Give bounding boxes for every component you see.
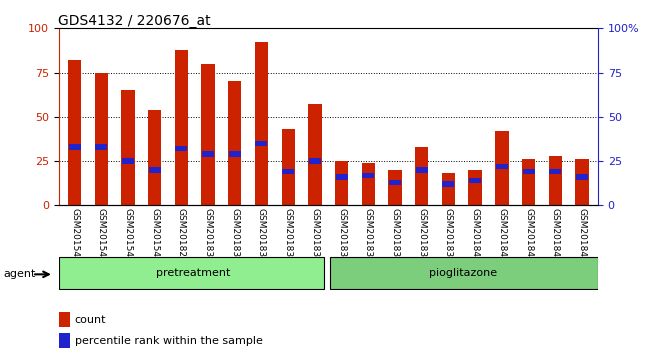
Text: GSM201843: GSM201843 — [551, 208, 560, 263]
Text: GSM201543: GSM201543 — [97, 208, 106, 263]
Text: GSM201840: GSM201840 — [471, 208, 480, 263]
Bar — [443, 181, 454, 187]
Bar — [228, 81, 241, 205]
Bar — [282, 169, 294, 175]
Bar — [94, 73, 108, 205]
Text: GSM201844: GSM201844 — [577, 208, 586, 262]
Text: GSM201838: GSM201838 — [417, 208, 426, 263]
Text: GDS4132 / 220676_at: GDS4132 / 220676_at — [58, 14, 211, 28]
Bar — [229, 152, 240, 156]
Bar — [255, 141, 268, 146]
Text: GSM201832: GSM201832 — [257, 208, 266, 263]
Bar — [415, 147, 428, 205]
Bar — [575, 159, 589, 205]
Text: GSM201842: GSM201842 — [524, 208, 533, 262]
Text: GSM201836: GSM201836 — [364, 208, 373, 263]
Text: GSM201833: GSM201833 — [283, 208, 292, 263]
Bar — [68, 144, 81, 149]
Bar — [122, 159, 134, 164]
Bar — [58, 333, 70, 348]
Bar — [469, 178, 481, 183]
Bar — [68, 60, 81, 205]
Bar — [549, 169, 562, 175]
Bar — [496, 164, 508, 169]
Bar — [335, 175, 348, 180]
Bar — [148, 110, 161, 205]
Bar — [175, 50, 188, 205]
Bar — [149, 167, 161, 172]
Text: GSM201831: GSM201831 — [230, 208, 239, 263]
Text: pretreatment: pretreatment — [156, 268, 231, 278]
Text: GSM201837: GSM201837 — [391, 208, 400, 263]
Bar — [389, 180, 401, 185]
Text: agent: agent — [3, 269, 36, 279]
Bar — [361, 163, 375, 205]
Text: pioglitazone: pioglitazone — [429, 268, 497, 278]
Text: count: count — [75, 315, 106, 325]
Bar — [95, 144, 107, 149]
Text: GSM201830: GSM201830 — [203, 208, 213, 263]
Bar — [523, 169, 534, 175]
Bar — [388, 170, 402, 205]
Bar — [335, 161, 348, 205]
Bar — [469, 170, 482, 205]
Bar — [176, 146, 187, 152]
Bar — [442, 173, 455, 205]
Bar — [58, 312, 70, 327]
Bar — [58, 257, 324, 289]
Bar — [576, 175, 588, 180]
Bar — [549, 156, 562, 205]
Text: GSM201835: GSM201835 — [337, 208, 346, 263]
Text: GSM201544: GSM201544 — [124, 208, 133, 262]
Text: GSM201545: GSM201545 — [150, 208, 159, 263]
Bar — [362, 172, 374, 178]
Bar — [522, 159, 535, 205]
Text: GSM201829: GSM201829 — [177, 208, 186, 263]
Bar — [202, 152, 214, 156]
Text: GSM201542: GSM201542 — [70, 208, 79, 262]
Bar — [122, 90, 135, 205]
Bar — [255, 42, 268, 205]
Text: percentile rank within the sample: percentile rank within the sample — [75, 336, 263, 346]
Bar — [309, 159, 321, 164]
Bar — [416, 167, 428, 172]
Text: GSM201834: GSM201834 — [311, 208, 319, 263]
Text: GSM201841: GSM201841 — [497, 208, 506, 263]
Text: GSM201839: GSM201839 — [444, 208, 453, 263]
Bar — [330, 257, 598, 289]
Bar — [281, 129, 295, 205]
Bar — [308, 104, 322, 205]
Bar — [202, 64, 214, 205]
Bar — [495, 131, 508, 205]
